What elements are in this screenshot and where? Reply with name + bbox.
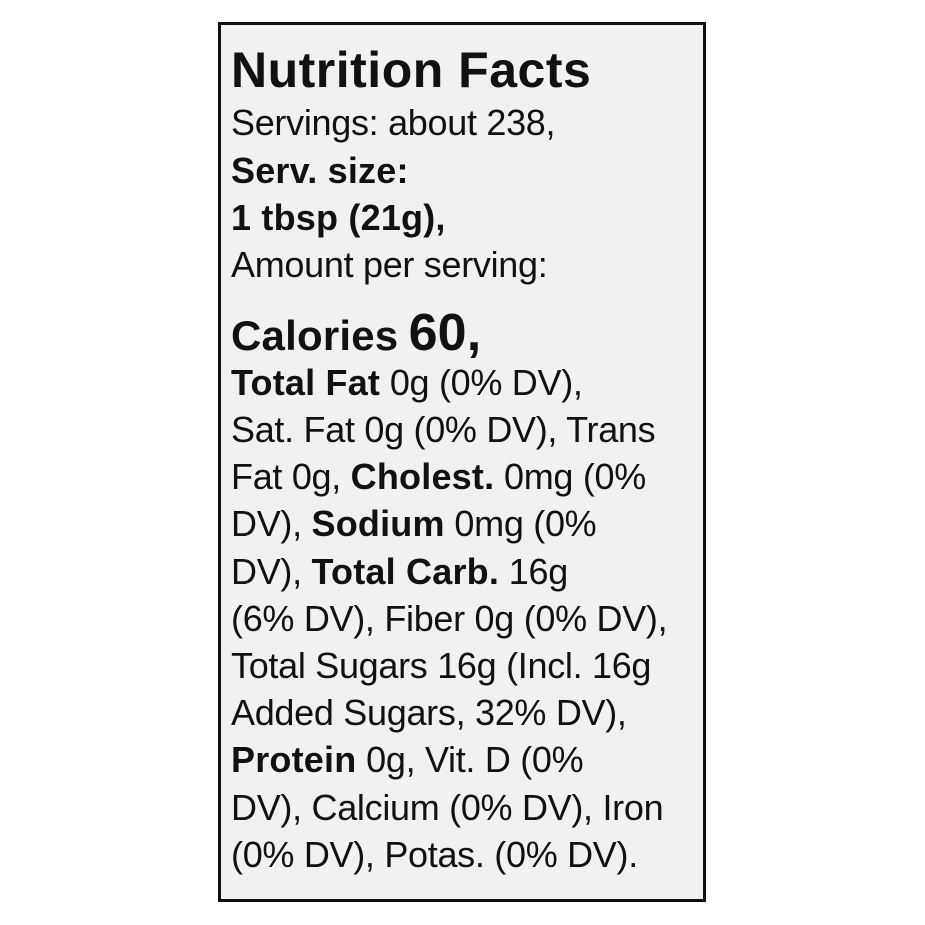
nutrient: Total Fat [231, 362, 381, 403]
line: (6% DV), Fiber 0g (0% DV), [231, 595, 668, 643]
text: Sat. Fat 0g (0% DV), Trans [231, 409, 656, 450]
line: Sat. Fat 0g (0% DV), Trans [231, 406, 656, 454]
text: 0mg (0% [454, 503, 597, 544]
line: Fat 0g, Cholest. 0mg (0% [231, 453, 646, 501]
line: Total Sugars 16g (Incl. 16g [231, 642, 651, 690]
line: (0% DV), Potas. (0% DV). [231, 831, 638, 879]
title: Nutrition Facts [231, 42, 592, 98]
text: 0g (0% DV), [389, 362, 583, 403]
text: 1 tbsp (21g), [231, 197, 446, 238]
text: Servings: about 238, [231, 102, 556, 143]
text: (0% DV), Potas. (0% DV). [231, 834, 638, 875]
text: 0mg (0% [504, 456, 646, 497]
text: Serv. size: [231, 150, 409, 191]
line: DV), Sodium 0mg (0% [231, 500, 597, 548]
calories-value: 60, [408, 304, 482, 362]
line: Total Fat 0g (0% DV), [231, 359, 583, 407]
nutrition-label: Nutrition Facts Servings: about 238, Ser… [218, 22, 706, 902]
nutrient: Cholest. [350, 456, 495, 497]
text: (6% DV), Fiber 0g (0% DV), [231, 598, 668, 639]
nutrient: Total Carb. [311, 551, 500, 592]
text: 16g [508, 551, 568, 592]
text: Amount per serving: [231, 244, 548, 285]
line: Added Sugars, 32% DV), [231, 689, 627, 737]
line: DV), Total Carb. 16g [231, 548, 568, 596]
line: Protein 0g, Vit. D (0% [231, 736, 584, 784]
text: DV), [231, 503, 302, 544]
line: Calories 60, [231, 303, 481, 363]
text: DV), Calcium (0% DV), Iron [231, 787, 664, 828]
nutrient: Sodium [311, 503, 445, 544]
text: 0g, Vit. D (0% [366, 739, 584, 780]
line: Amount per serving: [231, 241, 548, 289]
line: Serv. size: [231, 147, 409, 195]
text: DV), [231, 551, 302, 592]
line: 1 tbsp (21g), [231, 194, 446, 242]
line: DV), Calcium (0% DV), Iron [231, 784, 664, 832]
nutrient: Protein [231, 739, 357, 780]
text: Total Sugars 16g (Incl. 16g [231, 645, 652, 686]
text: Fat 0g, [231, 456, 341, 497]
text: Added Sugars, 32% DV), [231, 692, 627, 733]
text: Calories [231, 312, 399, 359]
line: Servings: about 238, [231, 99, 556, 147]
